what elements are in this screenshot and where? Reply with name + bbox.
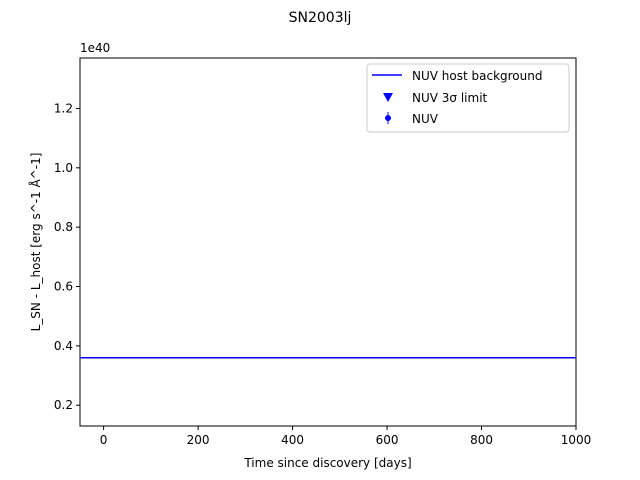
y-offset-label: 1e40 xyxy=(80,41,110,55)
y-tick-label: 1.0 xyxy=(54,161,73,175)
y-tick-label: 1.2 xyxy=(54,101,73,115)
triangle-down-icon xyxy=(383,93,393,102)
y-axis-label: L_SN - L_host [erg s^-1 Å^-1] xyxy=(28,153,43,332)
y-tick-label: 0.2 xyxy=(54,398,73,412)
legend-entry-nuv: NUV xyxy=(412,112,439,126)
chart-title: SN2003lj xyxy=(289,10,352,26)
y-axis: 0.2 0.4 0.6 0.8 1.0 1.2 xyxy=(54,101,80,412)
plot-frame xyxy=(79,57,577,427)
y-tick-label: 0.4 xyxy=(54,339,73,353)
x-axis-label: Time since discovery [days] xyxy=(243,456,411,470)
x-tick-label: 800 xyxy=(470,433,493,447)
x-tick-label: 0 xyxy=(100,433,108,447)
x-tick-label: 600 xyxy=(376,433,399,447)
legend: NUV host background NUV 3σ limit NUV xyxy=(366,63,570,133)
y-tick-label: 0.8 xyxy=(54,220,73,234)
plot-area xyxy=(79,57,577,427)
x-tick-label: 200 xyxy=(187,433,210,447)
x-axis: 0 200 400 600 800 1000 xyxy=(100,426,591,447)
legend-entry-host-background: NUV host background xyxy=(412,69,542,83)
x-tick-label: 400 xyxy=(281,433,304,447)
legend-frame xyxy=(366,63,570,133)
y-tick-label: 0.6 xyxy=(54,280,73,294)
x-tick-label: 1000 xyxy=(561,433,592,447)
circle-icon xyxy=(385,115,391,121)
legend-entry-3sigma-limit: NUV 3σ limit xyxy=(412,91,488,105)
